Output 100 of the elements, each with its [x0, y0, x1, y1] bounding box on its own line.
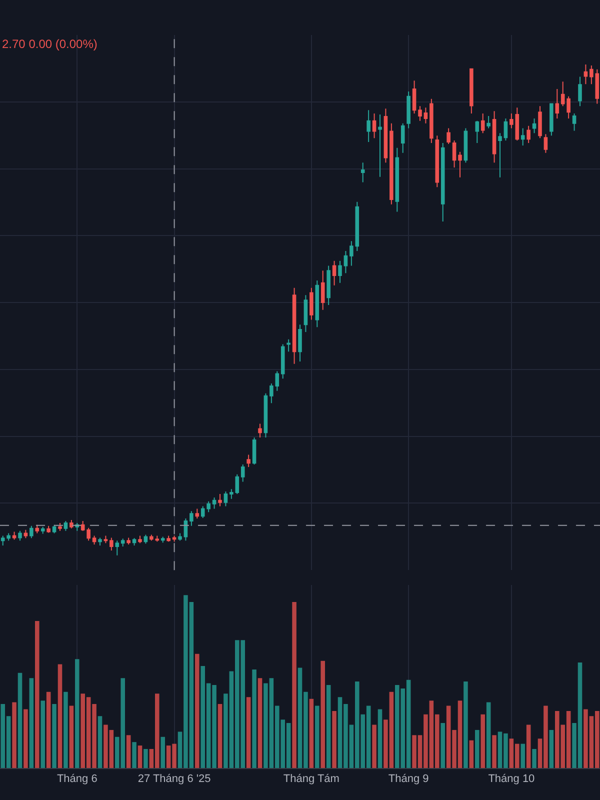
bar	[246, 697, 251, 768]
candlestick	[132, 538, 136, 546]
candlestick	[320, 270, 325, 310]
candlestick	[35, 524, 40, 534]
candlestick	[315, 280, 320, 328]
candlestick	[326, 265, 330, 306]
candlestick	[400, 122, 405, 154]
candlestick	[424, 107, 428, 124]
x-tick-label: Tháng Tám	[283, 773, 340, 786]
candlestick	[126, 537, 130, 546]
candlestick	[246, 454, 250, 468]
candlestick	[480, 113, 485, 134]
bar	[332, 710, 336, 768]
x-tick-label: Tháng 9	[388, 773, 429, 786]
candlestick	[360, 162, 365, 183]
bar	[144, 748, 148, 768]
candlestick	[138, 535, 142, 544]
candlestick	[58, 522, 62, 532]
bar	[252, 669, 256, 768]
candlestick	[258, 423, 262, 438]
candlestick	[40, 526, 45, 534]
candlestick	[110, 537, 114, 551]
bar	[378, 709, 382, 768]
candlestick	[338, 260, 342, 284]
candlestick	[532, 118, 536, 134]
candlestick	[504, 118, 508, 142]
candlestick	[172, 535, 176, 542]
candlestick	[240, 464, 245, 482]
candlestick	[366, 110, 370, 143]
candlestick	[344, 250, 348, 274]
candlestick	[520, 128, 525, 146]
bar	[195, 654, 200, 768]
candlestick	[418, 106, 422, 122]
bar	[58, 664, 62, 768]
bar	[138, 746, 142, 768]
candlestick	[304, 294, 308, 332]
bar	[64, 692, 68, 768]
candlestick	[195, 508, 200, 520]
x-tick-label: Tháng 10	[488, 773, 535, 786]
bar	[52, 704, 56, 768]
candlestick	[446, 128, 450, 144]
candlestick	[475, 120, 480, 144]
candlestick	[18, 530, 22, 542]
bar	[98, 716, 102, 768]
bar	[126, 735, 131, 768]
candlestick	[412, 80, 416, 114]
candlestick	[120, 538, 125, 548]
bar	[309, 698, 314, 768]
bar	[75, 659, 80, 768]
candlestick	[104, 535, 108, 544]
bar	[292, 602, 296, 768]
candlestick	[406, 90, 410, 129]
candlestick	[70, 520, 74, 529]
candlestick	[115, 540, 120, 556]
bar	[18, 672, 22, 768]
candlestick	[372, 113, 376, 139]
candlestick	[498, 132, 502, 178]
bar	[35, 621, 40, 768]
candlestick	[470, 68, 474, 114]
candlestick	[12, 531, 16, 540]
bar	[464, 682, 468, 768]
bar	[326, 685, 331, 768]
candlestick	[98, 537, 102, 546]
bar	[12, 702, 16, 768]
candlestick	[440, 142, 445, 222]
candlestick	[390, 122, 394, 205]
candlestick	[252, 437, 256, 466]
bar	[132, 742, 136, 768]
candlestick	[218, 494, 222, 507]
candlestick	[486, 116, 490, 129]
candlestick	[310, 287, 314, 320]
candlestick	[46, 525, 50, 534]
x-tick-label: 27 Tháng 6 '25	[138, 773, 211, 786]
candlestick	[458, 151, 462, 178]
candlestick	[92, 535, 96, 546]
bar	[492, 735, 496, 768]
candlestick	[526, 125, 530, 144]
bar	[40, 700, 45, 768]
bar	[46, 692, 51, 768]
candlestick	[572, 113, 576, 132]
candlestick	[430, 98, 434, 144]
candlestick	[178, 532, 182, 542]
candlestick	[584, 64, 588, 85]
candlestick	[384, 108, 388, 164]
candlestick	[378, 114, 382, 178]
bar	[258, 678, 262, 768]
bar	[526, 724, 531, 768]
candlestick	[578, 76, 582, 107]
text: 2.70 0.00 (0.00%)	[2, 37, 98, 51]
candlestick	[30, 525, 34, 539]
candlestick	[144, 534, 148, 544]
candlestick	[492, 110, 496, 164]
bar	[486, 702, 491, 768]
candlestick	[544, 134, 548, 154]
candlestick	[280, 344, 285, 380]
bar	[480, 714, 485, 768]
candlestick	[286, 338, 290, 352]
candlestick	[550, 103, 554, 136]
candlestick	[166, 535, 170, 542]
candlestick	[435, 135, 440, 188]
